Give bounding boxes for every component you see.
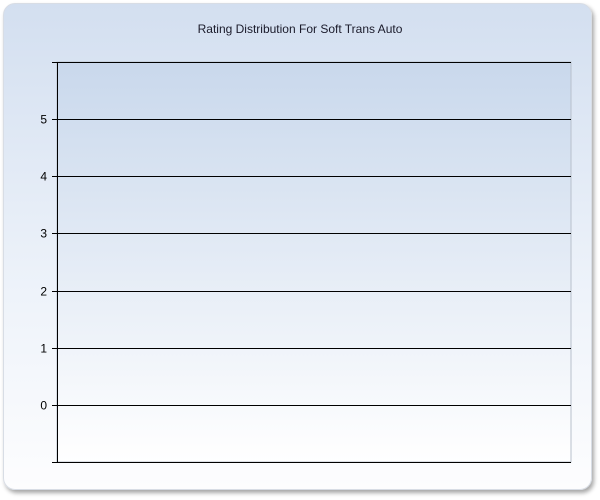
plot-area [56,61,572,463]
y-tick-label: 1 [40,342,47,356]
y-tick-label: 2 [40,285,47,299]
y-tick-label: 3 [40,227,47,241]
y-tick-label: 4 [40,170,47,184]
y-tick-label: 0 [40,399,47,413]
y-tick-label: 5 [40,113,47,127]
chart-title: Rating Distribution For Soft Trans Auto [197,22,403,36]
